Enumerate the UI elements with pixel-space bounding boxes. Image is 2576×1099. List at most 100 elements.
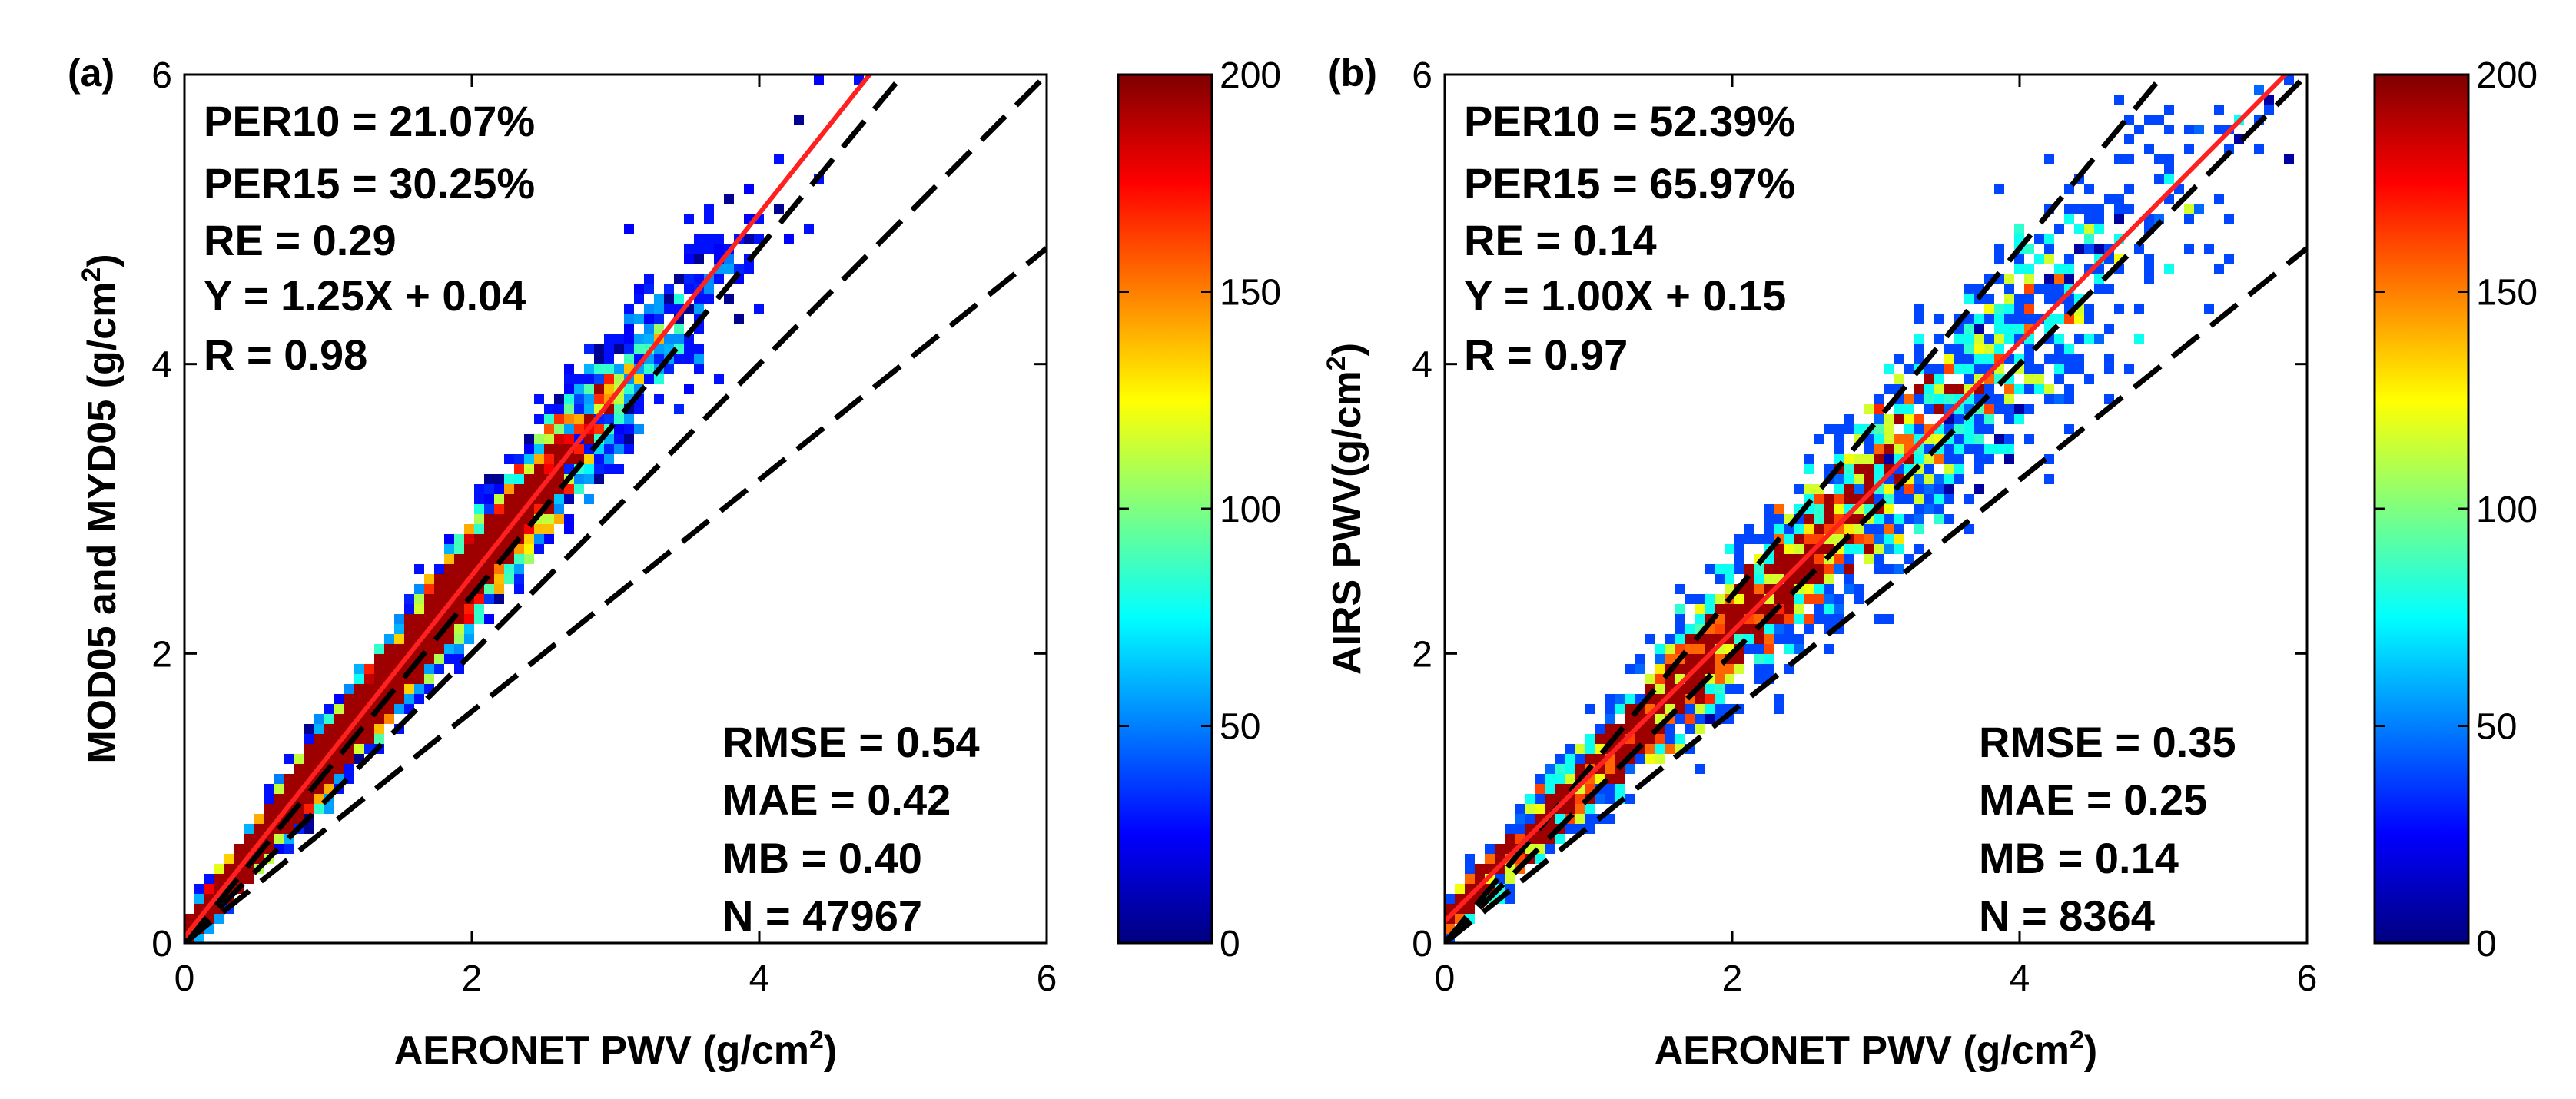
density-cell — [1954, 444, 1964, 454]
density-cell — [554, 504, 564, 514]
density-cell — [1565, 774, 1575, 784]
density-cell — [2074, 334, 2084, 344]
colorbar-ticks-a: 0 50 100 150 200 — [1118, 55, 1281, 965]
density-cell — [1655, 744, 1665, 754]
density-cell — [2044, 394, 2054, 404]
density-cell — [2104, 354, 2114, 364]
density-cell — [224, 864, 234, 874]
density-cell — [1814, 494, 1824, 504]
density-cell — [1705, 594, 1715, 604]
density-cell — [564, 404, 574, 414]
density-cell — [724, 294, 734, 304]
density-cell — [554, 444, 564, 454]
density-cell — [584, 494, 594, 504]
density-cell — [594, 344, 604, 354]
stat-re-a: RE = 0.29 — [204, 216, 397, 264]
density-cell — [1964, 284, 1974, 294]
density-cell — [2004, 444, 2014, 454]
density-cell — [1555, 754, 1565, 764]
density-cell — [1565, 764, 1575, 774]
density-cell — [2014, 254, 2024, 264]
density-cell — [2024, 344, 2034, 354]
density-cell — [2144, 254, 2154, 264]
density-cell — [624, 334, 634, 344]
density-cell — [2004, 334, 2014, 344]
density-cell — [1904, 364, 1914, 374]
density-cell — [454, 564, 464, 574]
density-cell — [1715, 604, 1725, 614]
density-cell — [2064, 424, 2074, 434]
density-cell — [1914, 384, 1924, 394]
density-cell — [1864, 464, 1874, 474]
colorbar-b: 0 50 100 150 200 — [2373, 55, 2538, 965]
density-cell — [1964, 434, 1974, 444]
density-cell — [444, 634, 454, 644]
density-cell — [564, 394, 574, 404]
density-cell — [1854, 524, 1864, 534]
density-cell — [1874, 554, 1884, 564]
panel-label-b: (b) — [1328, 51, 1377, 95]
density-cell — [2014, 404, 2024, 414]
density-cell — [444, 574, 454, 584]
density-cell — [324, 804, 334, 814]
density-cell — [1834, 504, 1844, 514]
density-cell — [1974, 334, 1984, 344]
density-cell — [2054, 284, 2064, 294]
density-cell — [1934, 514, 1944, 524]
density-cell — [2024, 294, 2034, 304]
density-cell — [344, 764, 354, 774]
density-cell — [1844, 424, 1854, 434]
density-cell — [2014, 414, 2024, 424]
density-cell — [1695, 704, 1705, 714]
density-cell — [2254, 144, 2264, 154]
density-cell — [354, 684, 364, 694]
y-tick-label: 6 — [1412, 55, 1432, 96]
density-cell — [2164, 154, 2174, 164]
density-cell — [1675, 604, 1685, 614]
density-cell — [554, 474, 564, 484]
density-cell — [264, 804, 274, 814]
density-cell — [634, 284, 644, 294]
density-cell — [434, 664, 444, 674]
density-cell — [1884, 454, 1894, 464]
density-cell — [594, 464, 604, 474]
density-cell — [1685, 624, 1695, 634]
density-cell — [1525, 804, 1535, 814]
density-cell — [1804, 584, 1814, 594]
density-cell — [514, 584, 524, 594]
density-cell — [194, 904, 204, 914]
density-cell — [2094, 224, 2104, 234]
density-cell — [1705, 694, 1715, 704]
density-cell — [544, 454, 554, 464]
density-cell — [1874, 394, 1884, 404]
density-cell — [644, 364, 654, 374]
density-cell — [514, 454, 524, 464]
density-cell — [214, 864, 224, 874]
density-cell — [1934, 484, 1944, 494]
density-cell — [2054, 224, 2064, 234]
density-cell — [504, 574, 514, 584]
density-cell — [1924, 374, 1934, 384]
density-cell — [344, 694, 354, 704]
density-cell — [1585, 704, 1595, 714]
density-cell — [2114, 204, 2124, 214]
density-cell — [1784, 534, 1794, 544]
density-cell — [1844, 564, 1854, 574]
density-cell — [704, 294, 714, 304]
density-cell — [264, 784, 274, 794]
colorbar-tick-label: 100 — [1220, 490, 1281, 530]
density-cell — [2084, 314, 2094, 324]
density-cell — [1914, 314, 1924, 324]
density-cell — [1565, 744, 1575, 754]
density-cell — [2214, 105, 2224, 115]
density-cell — [2214, 125, 2224, 134]
density-cell — [634, 424, 644, 434]
density-cell — [1794, 524, 1804, 534]
density-cell — [1665, 644, 1675, 654]
density-cell — [1774, 564, 1784, 574]
stats-top-b: PER10 = 52.39% PER15 = 65.97% RE = 0.14 … — [1464, 97, 1795, 379]
density-cell — [1914, 474, 1924, 484]
density-cell — [464, 584, 474, 594]
density-cell — [1874, 544, 1884, 554]
axis-ticks-a: 0 2 4 6 0 2 4 6 — [151, 55, 1057, 999]
